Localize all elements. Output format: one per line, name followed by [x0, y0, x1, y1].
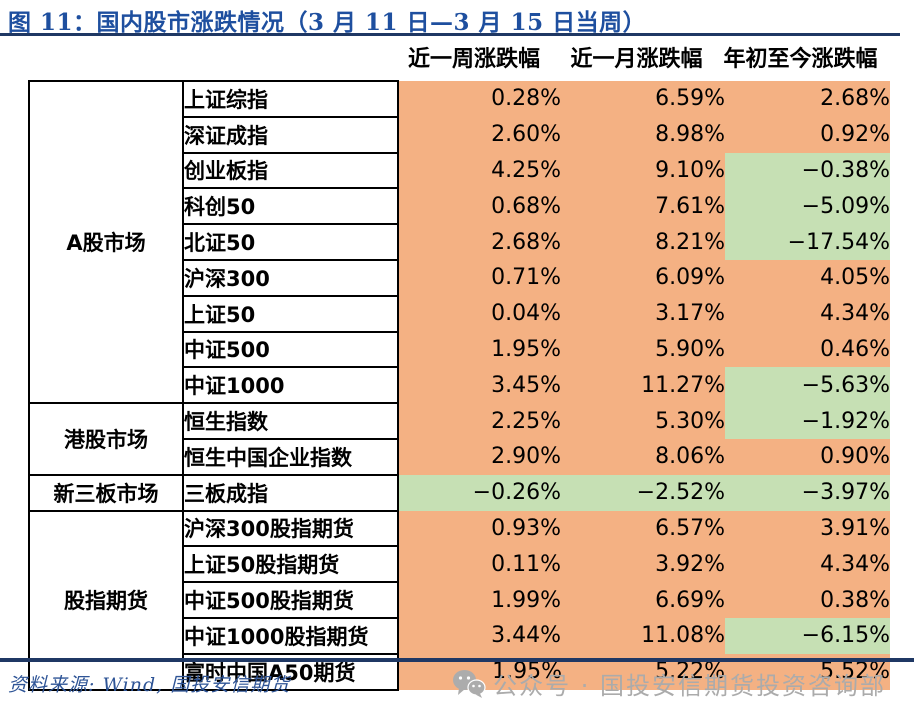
table-row: 港股市场 恒生指数 2.25% 5.30% −1.92%: [28, 402, 890, 476]
index-name-cell: 上证50: [182, 294, 399, 333]
index-name-cell: 沪深300: [182, 258, 399, 297]
table-row: 新三板市场 三板成指 −0.26% −2.52% −3.97%: [28, 473, 890, 512]
column-header-month: 近一月涨跌幅: [570, 47, 703, 72]
value-cell: 9.10%: [562, 152, 725, 189]
table-row: 中证500 1.95% 5.90% 0.46%: [29, 330, 890, 369]
market-table-body: A股市场 上证综指 0.28% 6.59% 2.68% 深证成指 2.60% 8.98% 0.9…: [28, 79, 890, 691]
table-row: 深证成指 2.60% 8.98% 0.92%: [29, 115, 890, 154]
value-cell: 0.92%: [725, 116, 890, 153]
value-cell: −0.38%: [725, 152, 890, 189]
value-cell: 4.25%: [398, 152, 562, 189]
table-row: 上证50股指期货 0.11% 3.92% 4.34%: [29, 545, 890, 584]
column-header-week: 近一周涨跌幅: [407, 47, 540, 72]
table-row: 沪深300 0.71% 6.09% 4.05%: [29, 258, 890, 297]
value-cell: 2.90%: [398, 438, 562, 475]
value-cell: 6.69%: [562, 582, 725, 618]
wechat-account-label: 公众号 · 国投安信期货投资咨询部: [493, 672, 886, 700]
value-cell: 8.06%: [562, 438, 725, 475]
value-cell: 0.93%: [398, 510, 562, 547]
value-cell: 5.30%: [562, 403, 725, 439]
value-cell: 3.17%: [562, 295, 725, 332]
value-cell: 6.57%: [562, 510, 725, 547]
table-row: 中证500股指期货 1.99% 6.69% 0.38%: [29, 581, 890, 619]
value-cell: 3.91%: [725, 510, 890, 547]
table-row: 中证1000 3.45% 11.27% −5.63%: [29, 366, 890, 405]
table-row: 中证1000股指期货 3.44% 11.08% −6.15%: [29, 616, 890, 655]
value-cell: 4.34%: [725, 546, 890, 583]
value-cell: 1.99%: [398, 582, 562, 618]
value-cell: 4.34%: [725, 295, 890, 332]
title-divider: [0, 33, 900, 36]
value-cell: 0.90%: [725, 438, 890, 475]
index-name-cell: 恒生指数: [182, 402, 399, 440]
value-cell: 0.11%: [398, 546, 562, 583]
footer: 资料来源: Wind, 国投安信期货 公众号 · 国投安信期货投资咨询部: [8, 666, 886, 701]
index-name-cell: 上证50股指期货: [182, 545, 399, 584]
value-cell: 0.28%: [398, 81, 562, 117]
index-name-cell: 深证成指: [182, 115, 399, 154]
index-name-cell: 恒生中国企业指数: [182, 437, 399, 476]
table-row: 股指期货 沪深300股指期货 0.93% 6.57% 3.91%: [28, 509, 890, 691]
value-cell: 2.68%: [398, 224, 562, 260]
value-cell: 2.60%: [398, 116, 562, 153]
data-source-note: 资料来源: Wind, 国投安信期货: [8, 674, 291, 696]
value-cell: 8.21%: [562, 224, 725, 260]
table-row: 创业板指 4.25% 9.10% −0.38%: [29, 151, 890, 190]
value-cell: 0.71%: [398, 259, 562, 296]
index-name-cell: 沪深300股指期货: [182, 509, 399, 548]
value-cell: 3.44%: [398, 617, 562, 654]
market-group-cell: 股指期货: [28, 509, 184, 691]
footer-divider: [0, 658, 914, 662]
value-cell: 1.95%: [398, 331, 562, 368]
value-cell: 5.90%: [562, 331, 725, 368]
market-group-cell: 新三板市场: [28, 473, 184, 512]
index-name-cell: 三板成指: [182, 473, 399, 512]
value-cell: 0.38%: [725, 582, 890, 618]
value-cell: −6.15%: [725, 617, 890, 654]
market-table: A股市场 上证综指 0.28% 6.59% 2.68% 深证成指 2.60% 8.98% 0.9…: [28, 79, 891, 691]
value-cell: 6.09%: [562, 259, 725, 296]
value-cell: −2.52%: [562, 474, 725, 511]
value-cell: 6.59%: [562, 81, 725, 117]
market-group-cell: A股市场: [28, 79, 184, 405]
value-cell: 0.68%: [398, 188, 562, 225]
value-cell: 8.98%: [562, 116, 725, 153]
column-header-ytd: 年初至今涨跌幅: [723, 47, 878, 72]
index-name-cell: 中证1000: [182, 366, 399, 405]
value-cell: −17.54%: [725, 224, 890, 260]
market-group-cell: 港股市场: [28, 402, 184, 476]
index-name-cell: 中证1000股指期货: [182, 616, 399, 655]
value-cell: −5.63%: [725, 367, 890, 404]
wechat-account: 公众号 · 国投安信期货投资咨询部: [452, 666, 886, 701]
value-cell: 2.25%: [398, 403, 562, 439]
table-row: A股市场 上证综指 0.28% 6.59% 2.68%: [28, 79, 890, 405]
table-row: 科创50 0.68% 7.61% −5.09%: [29, 187, 890, 226]
value-cell: 3.45%: [398, 367, 562, 404]
index-name-cell: 中证500股指期货: [182, 581, 399, 619]
value-cell: −1.92%: [725, 403, 890, 439]
value-cell: 11.08%: [562, 617, 725, 654]
index-name-cell: 北证50: [182, 223, 399, 261]
value-cell: 7.61%: [562, 188, 725, 225]
index-name-cell: 创业板指: [182, 151, 399, 190]
value-cell: −0.26%: [398, 474, 562, 511]
value-cell: 2.68%: [725, 81, 890, 117]
value-cell: 3.92%: [562, 546, 725, 583]
index-name-cell: 上证综指: [182, 80, 399, 118]
wechat-icon: [453, 669, 486, 698]
value-cell: −3.97%: [725, 474, 890, 511]
table-row: 恒生中国企业指数 2.90% 8.06% 0.90%: [29, 437, 890, 476]
value-cell: 11.27%: [562, 367, 725, 404]
value-cell: 0.46%: [725, 331, 890, 368]
index-name-cell: 中证500: [182, 330, 399, 369]
column-headers: 近一周涨跌幅 近一月涨跌幅 年初至今涨跌幅: [393, 45, 883, 75]
value-cell: 4.05%: [725, 259, 890, 296]
index-name-cell: 科创50: [182, 187, 399, 226]
table-row: 上证50 0.04% 3.17% 4.34%: [29, 294, 890, 333]
table-row: 北证50 2.68% 8.21% −17.54%: [29, 223, 890, 261]
figure-title: 图 11：国内股市涨跌情况（3 月 11 日—3 月 15 日当周）: [8, 9, 647, 36]
value-cell: −5.09%: [725, 188, 890, 225]
value-cell: 0.04%: [398, 295, 562, 332]
